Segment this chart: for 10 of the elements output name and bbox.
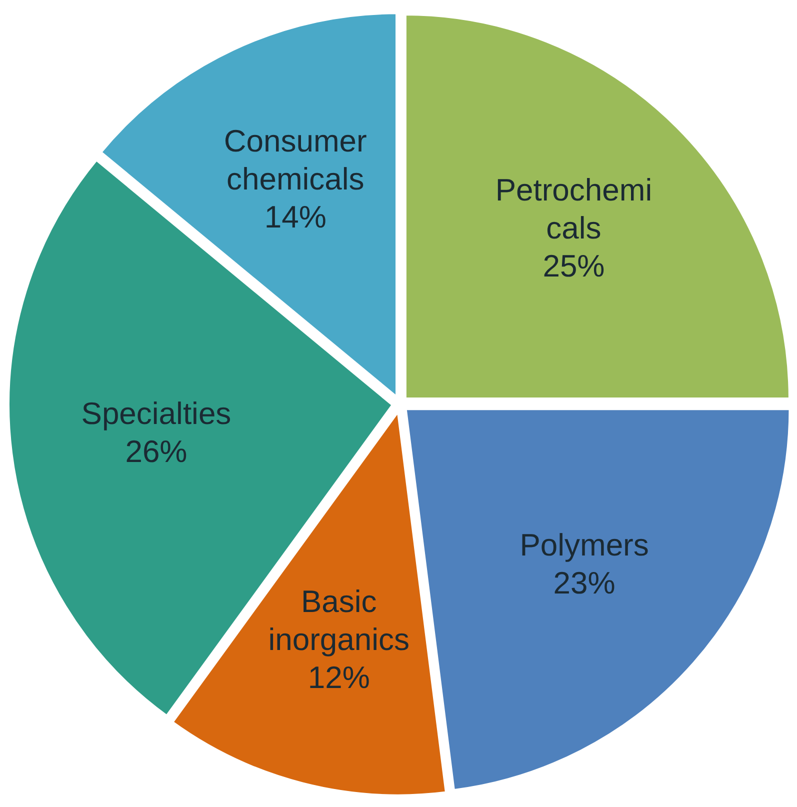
slice-label: Basic inorganics: [268, 584, 410, 658]
slice-label: Polymers: [520, 528, 649, 563]
data-label: 26%: [125, 434, 188, 469]
slice-label: Specialties: [81, 396, 232, 431]
slice-label: Consumer chemicals: [224, 124, 367, 197]
data-label: 25%: [542, 248, 605, 284]
slice-label: Petrochemicals: [495, 172, 652, 246]
data-label: 14%: [264, 200, 326, 235]
data-label: 12%: [308, 660, 370, 696]
data-label: 23%: [553, 566, 616, 601]
